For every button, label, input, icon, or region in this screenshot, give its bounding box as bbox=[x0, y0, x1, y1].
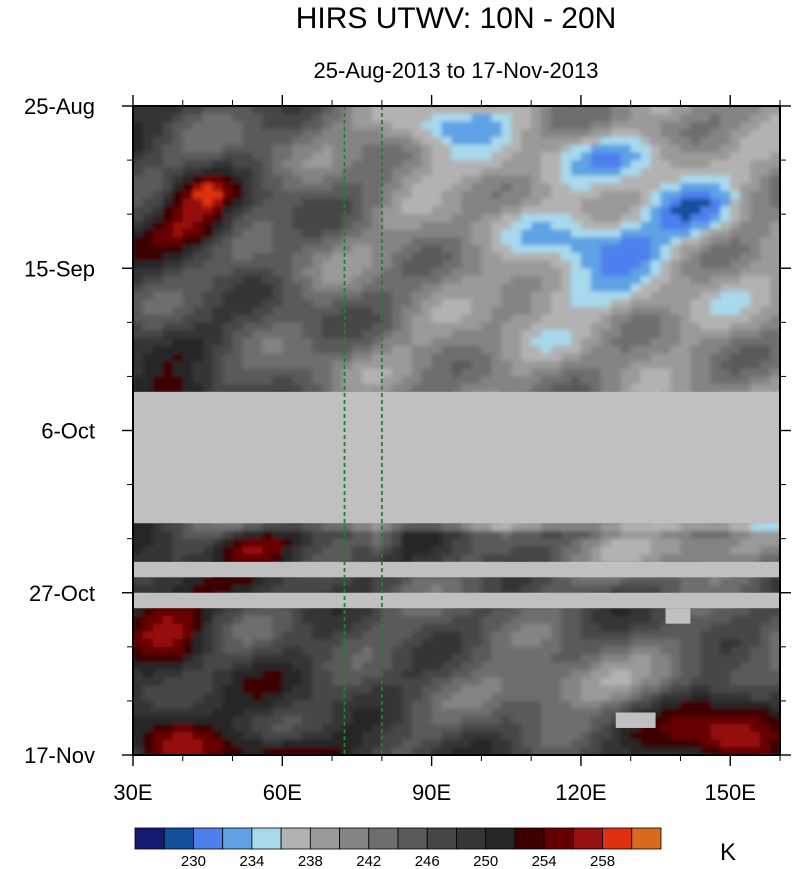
colorbar-label: 230 bbox=[181, 853, 206, 869]
colorbar-swatch bbox=[543, 827, 574, 850]
plot-area bbox=[133, 106, 780, 755]
chart-title: HIRS UTWV: 10N - 20N bbox=[296, 2, 617, 35]
colorbar-label: 246 bbox=[415, 853, 440, 869]
x-tick-label: 150E bbox=[705, 780, 756, 805]
x-tick-label: 90E bbox=[412, 780, 451, 805]
colorbar-swatch bbox=[397, 827, 428, 850]
y-tick-label: 17-Nov bbox=[24, 743, 95, 768]
colorbar-swatch bbox=[134, 827, 165, 850]
x-tick-label: 30E bbox=[113, 780, 152, 805]
colorbar-swatch bbox=[514, 827, 545, 850]
missing-data-band bbox=[133, 561, 780, 578]
missing-data-patch bbox=[615, 712, 656, 728]
x-tick-label: 120E bbox=[555, 780, 606, 805]
colorbar-label: 234 bbox=[239, 853, 264, 869]
colorbar-unit: K bbox=[720, 839, 736, 866]
axes: 30E 60E 90E 120E 150E 25-Aug 15-Sep 6-Oct 27-Oct… bbox=[24, 94, 791, 805]
missing-data-patch bbox=[665, 608, 691, 624]
reference-lines bbox=[343, 106, 383, 755]
colorbar-swatch bbox=[426, 827, 457, 850]
chart-subtitle: 25-Aug-2013 to 17-Nov-2013 bbox=[314, 58, 599, 83]
colorbar: 230 234 238 242 246 250 254 258 bbox=[134, 827, 662, 869]
colorbar-swatch bbox=[602, 827, 633, 850]
colorbar-swatch bbox=[193, 827, 224, 850]
y-tick-label: 15-Sep bbox=[24, 256, 95, 281]
colorbar-label: 250 bbox=[473, 853, 498, 869]
colorbar-swatch bbox=[222, 827, 253, 850]
x-tick-label: 60E bbox=[263, 780, 302, 805]
y-tick-label: 27-Oct bbox=[29, 581, 95, 606]
colorbar-swatch bbox=[251, 827, 282, 850]
colorbar-swatch bbox=[339, 827, 370, 850]
colorbar-swatch bbox=[485, 827, 516, 850]
y-tick-label: 6-Oct bbox=[41, 419, 95, 444]
colorbar-label: 258 bbox=[590, 853, 615, 869]
colorbar-swatch bbox=[280, 827, 311, 850]
colorbar-swatch bbox=[631, 827, 662, 850]
colorbar-label: 254 bbox=[532, 853, 557, 869]
missing-data-band bbox=[133, 391, 780, 524]
colorbar-swatch bbox=[572, 827, 603, 850]
y-tick-label: 25-Aug bbox=[24, 94, 95, 119]
colorbar-swatch bbox=[456, 827, 487, 850]
colorbar-swatch bbox=[309, 827, 340, 850]
colorbar-swatch bbox=[368, 827, 399, 850]
missing-data-band bbox=[133, 592, 780, 609]
colorbar-label: 238 bbox=[298, 853, 323, 869]
colorbar-swatch bbox=[163, 827, 194, 850]
missing-data-layer bbox=[133, 391, 780, 728]
colorbar-label: 242 bbox=[356, 853, 381, 869]
